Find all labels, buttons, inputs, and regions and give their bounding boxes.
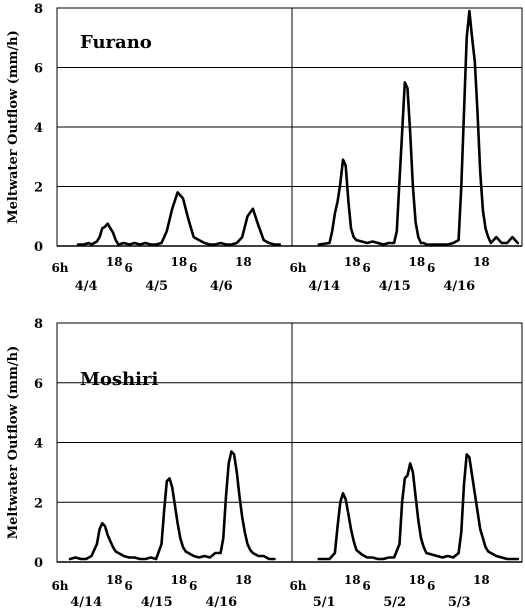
- y-axis-label: Meltwater Outflow (mm/h): [6, 346, 21, 540]
- x-date-label: 4/4: [75, 279, 98, 294]
- y-axis-label: Meltwater Outflow (mm/h): [6, 30, 21, 224]
- x-hour-label: 6: [362, 261, 370, 275]
- y-tick-label: 8: [34, 317, 43, 332]
- x-hour-label: 18: [170, 255, 187, 269]
- x-hour-label: 18: [235, 573, 252, 587]
- x-hour-label: 6: [189, 261, 197, 275]
- x-date-label: 4/16: [443, 279, 475, 294]
- x-date-label: 4/5: [145, 279, 168, 294]
- outflow-series-line: [317, 9, 520, 246]
- y-tick-label: 6: [34, 377, 43, 392]
- panel-title: Moshiri: [80, 369, 158, 390]
- x-hour-label: 18: [106, 573, 123, 587]
- x-date-label: 5/1: [313, 595, 336, 610]
- x-hour-label: 18: [408, 255, 425, 269]
- x-hour-label: 18: [408, 573, 425, 587]
- outflow-series-line: [76, 191, 282, 246]
- x-date-label: 4/15: [141, 595, 173, 610]
- x-hour-label: 6: [124, 261, 132, 275]
- y-tick-label: 0: [34, 556, 43, 571]
- x-hour-label: 6: [427, 261, 435, 275]
- y-tick-label: 2: [34, 496, 43, 511]
- x-hour-label: 6: [124, 579, 132, 593]
- y-tick-label: 0: [34, 240, 43, 255]
- y-tick-label: 4: [34, 437, 43, 452]
- x-hour-label: 18: [473, 573, 490, 587]
- x-date-label: 4/6: [210, 279, 233, 294]
- panel-title: Furano: [80, 32, 152, 53]
- x-hour-label: 18: [344, 255, 361, 269]
- x-hour-label: 18: [235, 255, 252, 269]
- x-hour-label: 18: [344, 573, 361, 587]
- x-date-label: 5/2: [383, 595, 406, 610]
- x-hour-label: 6h: [51, 261, 68, 275]
- x-hour-label: 6h: [51, 579, 68, 593]
- x-hour-label: 18: [106, 255, 123, 269]
- x-date-label: 4/14: [308, 279, 340, 294]
- x-hour-label: 6h: [289, 579, 306, 593]
- x-date-label: 4/16: [205, 595, 237, 610]
- y-tick-label: 6: [34, 62, 43, 77]
- x-date-label: 4/14: [70, 595, 102, 610]
- outflow-series-line: [317, 453, 520, 561]
- y-tick-label: 2: [34, 181, 43, 196]
- x-date-label: 4/15: [379, 279, 411, 294]
- x-hour-label: 18: [473, 255, 490, 269]
- x-hour-label: 18: [170, 573, 187, 587]
- y-tick-label: 4: [34, 121, 43, 136]
- x-hour-label: 6: [189, 579, 197, 593]
- moshiri-panel: 0 2 4 6 8 Meltwater Outflow (mm/h) Moshiri 6h 18…: [6, 317, 523, 610]
- outflow-series-line: [68, 450, 276, 561]
- x-hour-label: 6: [362, 579, 370, 593]
- y-tick-label: 8: [34, 2, 43, 17]
- x-hour-label: 6h: [289, 261, 306, 275]
- x-date-label: 5/3: [448, 595, 471, 610]
- x-hour-label: 6: [427, 579, 435, 593]
